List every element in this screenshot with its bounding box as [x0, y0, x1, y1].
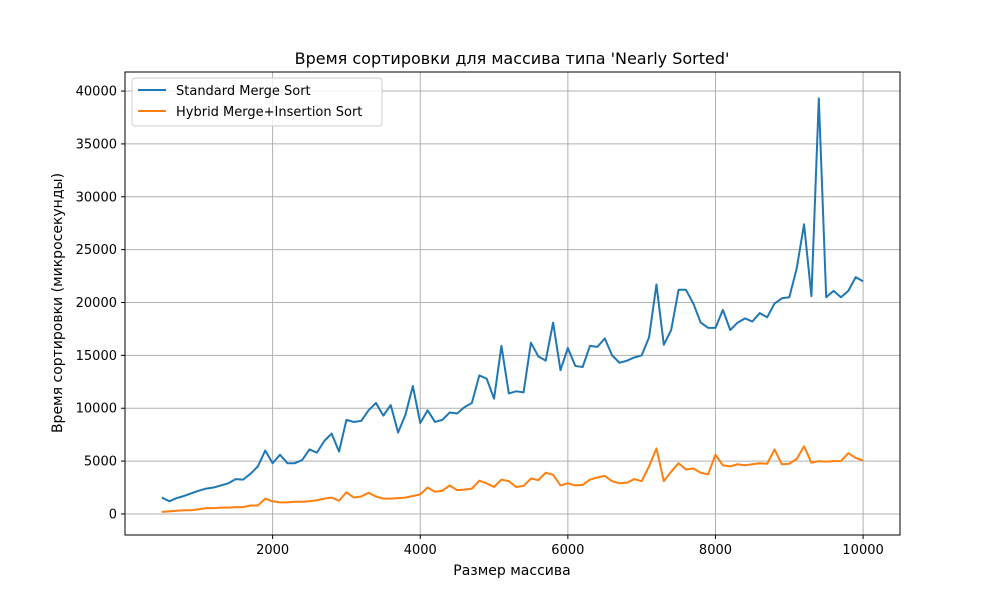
x-axis-title: Размер массива: [453, 563, 570, 579]
plot-frame: [124, 71, 901, 536]
legend-box: [131, 77, 383, 127]
series-line-hybrid-merge-insertion-sort: [161, 445, 864, 513]
legend-label-hybrid: Hybrid Merge+Insertion Sort: [176, 105, 362, 120]
y-tick-label: 20000: [76, 296, 117, 311]
x-tick-label: 6000: [551, 543, 584, 558]
x-tick-label: 10000: [842, 543, 883, 558]
legend-label-standard: Standard Merge Sort: [176, 84, 311, 99]
y-tick-label: 30000: [76, 190, 117, 205]
y-tick-label: 0: [109, 507, 117, 522]
series-line-standard-merge-sort: [161, 97, 864, 503]
tick-layer: 2000 4000 6000 8000 10000 0 5000 10000 15000 2000…: [76, 85, 884, 558]
x-tick-label: 4000: [404, 543, 437, 558]
x-tick-label: 2000: [256, 543, 289, 558]
series-layer: [161, 97, 864, 513]
y-tick-label: 15000: [76, 349, 117, 364]
y-tick-label: 5000: [84, 455, 117, 470]
grid-layer: [125, 72, 900, 535]
y-tick-label: 40000: [76, 85, 117, 100]
chart-title: Время сортировки для массива типа 'Nearl…: [295, 49, 730, 68]
x-tick-label: 8000: [699, 543, 732, 558]
y-tick-label: 35000: [76, 137, 117, 152]
y-tick-label: 25000: [76, 243, 117, 258]
legend: Standard Merge Sort Hybrid Merge+Inserti…: [131, 77, 383, 127]
y-tick-label: 10000: [76, 402, 117, 417]
y-axis-title: Время сортировки (микросекунды): [50, 173, 66, 433]
